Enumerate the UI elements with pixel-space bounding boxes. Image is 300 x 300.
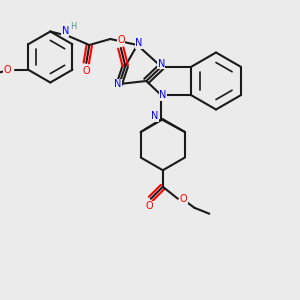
Text: O: O bbox=[3, 65, 11, 75]
Text: N: N bbox=[61, 26, 69, 37]
Text: N: N bbox=[114, 79, 122, 89]
Text: N: N bbox=[158, 59, 165, 69]
Text: N: N bbox=[135, 38, 142, 49]
Text: O: O bbox=[179, 194, 187, 204]
Text: N: N bbox=[151, 111, 158, 121]
Text: N: N bbox=[159, 90, 166, 100]
Text: O: O bbox=[82, 65, 90, 76]
Text: O: O bbox=[146, 201, 153, 211]
Text: O: O bbox=[117, 35, 124, 46]
Text: H: H bbox=[70, 22, 76, 32]
